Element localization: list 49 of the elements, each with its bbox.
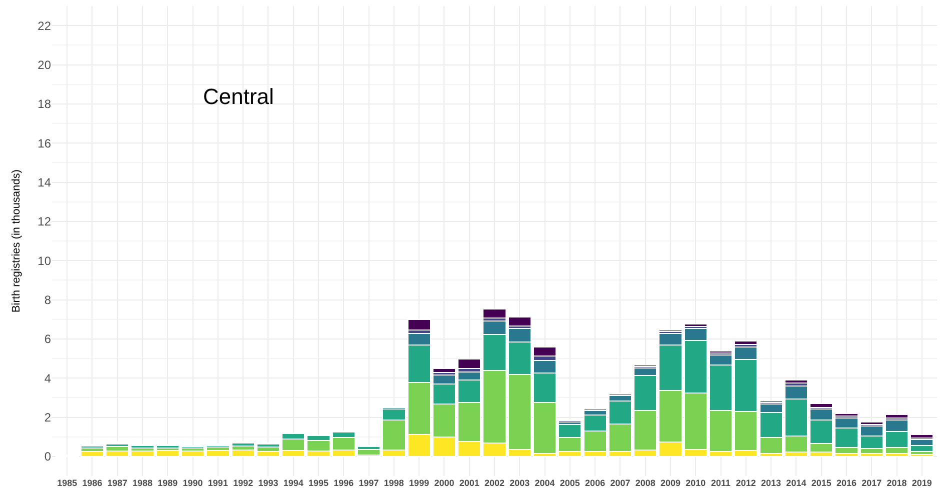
x-tick-label: 2016 <box>836 478 857 488</box>
x-tick-label: 2015 <box>811 478 832 488</box>
x-tick-label: 2011 <box>711 478 731 488</box>
x-tick-label: 2014 <box>786 478 806 488</box>
x-tick-label: 1999 <box>409 478 430 488</box>
x-tick-label: 2017 <box>862 478 882 488</box>
y-tick-label: 22 <box>38 18 52 33</box>
y-tick-label: 14 <box>38 175 52 190</box>
x-tick-label: 2003 <box>510 478 530 488</box>
y-tick-label: 12 <box>38 214 52 229</box>
x-tick-label: 1997 <box>358 478 379 488</box>
x-tick-label: 1991 <box>208 478 228 488</box>
x-tick-label: 2005 <box>560 478 580 488</box>
x-tick-label: 1985 <box>57 478 78 488</box>
x-tick-label: 2008 <box>635 478 656 488</box>
x-tick-label: 1996 <box>334 478 354 488</box>
x-tick-label: 1998 <box>384 478 404 488</box>
x-tick-label: 1995 <box>308 478 329 488</box>
x-tick-label: 1992 <box>233 478 254 488</box>
x-tick-label: 2010 <box>686 478 706 488</box>
x-tick-label: 1993 <box>258 478 278 488</box>
x-tick-label: 2018 <box>886 478 907 488</box>
y-tick-label: 2 <box>44 410 52 424</box>
x-tick-label: 2001 <box>459 478 480 488</box>
x-tick-label: 2002 <box>484 478 505 488</box>
x-tick-label: 2007 <box>610 478 630 488</box>
x-tick-label: 2013 <box>761 478 782 488</box>
x-tick-label: 1990 <box>182 478 203 488</box>
x-tick-label: 2004 <box>534 478 555 488</box>
x-tick-label: 2019 <box>912 478 932 488</box>
y-tick-label: 20 <box>38 58 52 72</box>
y-axis-title: Birth registries (in thousands) <box>10 169 22 313</box>
x-tick-label: 2009 <box>660 478 681 488</box>
y-tick-label: 16 <box>38 136 52 150</box>
x-tick-label: 1986 <box>82 478 102 488</box>
x-tick-label: 2006 <box>585 478 606 488</box>
x-tick-label: 1994 <box>283 478 304 488</box>
x-tick-label: 2012 <box>736 478 756 488</box>
y-tick-label: 6 <box>44 332 52 346</box>
x-tick-label: 2000 <box>434 478 454 488</box>
y-tick-label: 0 <box>44 450 52 464</box>
text: Central <box>203 84 274 109</box>
x-tick-label: 1987 <box>107 478 128 488</box>
y-tick-label: 10 <box>38 254 52 268</box>
x-tick-label: 1989 <box>158 478 178 488</box>
x-tick-label: 1988 <box>132 478 153 488</box>
y-tick-label: 4 <box>44 371 52 386</box>
y-tick-label: 8 <box>44 292 52 307</box>
y-tick-label: 18 <box>38 97 52 112</box>
